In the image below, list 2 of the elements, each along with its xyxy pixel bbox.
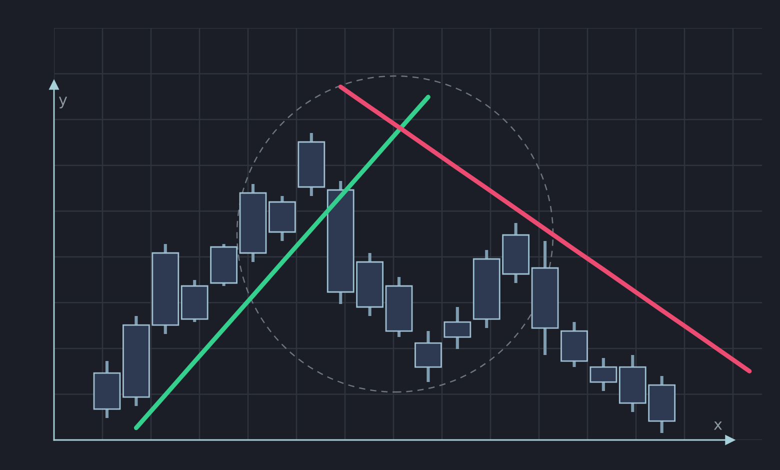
x-axis-title: x: [714, 421, 722, 430]
y-axis-title: y: [58, 96, 68, 108]
